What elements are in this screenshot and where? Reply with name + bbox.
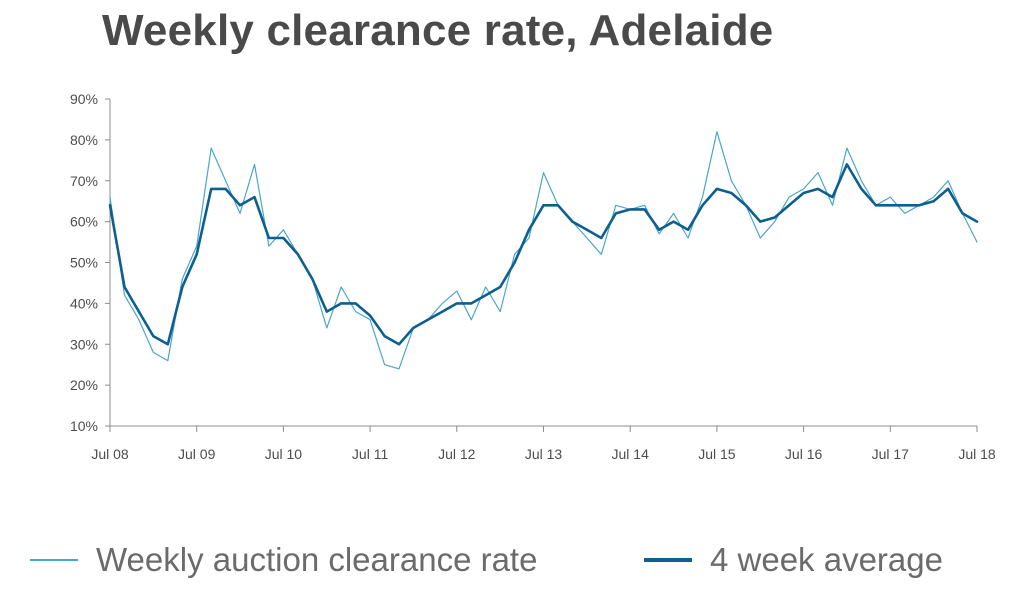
series-line-weekly <box>109 131 978 370</box>
y-tick-label: 10% <box>70 418 98 434</box>
y-tick-label: 30% <box>70 336 98 352</box>
x-tick-label: Jul 16 <box>785 446 823 462</box>
x-tick-label: Jul 13 <box>525 446 563 462</box>
legend-item-weekly: Weekly auction clearance rate <box>30 536 537 584</box>
y-tick-label: 40% <box>70 295 98 311</box>
x-tick-label: Jul 18 <box>958 446 996 462</box>
y-tick-label: 50% <box>70 255 98 271</box>
y-tick-label: 60% <box>70 214 98 230</box>
x-tick-label: Jul 14 <box>612 446 650 462</box>
x-tick-label: Jul 09 <box>178 446 216 462</box>
legend-swatch-average <box>644 558 692 562</box>
y-tick-label: 90% <box>70 91 98 107</box>
y-tick-label: 80% <box>70 132 98 148</box>
x-tick-label: Jul 15 <box>698 446 736 462</box>
x-tick-label: Jul 08 <box>91 446 129 462</box>
y-tick-label: 20% <box>70 377 98 393</box>
legend-label-weekly: Weekly auction clearance rate <box>96 541 538 578</box>
legend-label-average: 4 week average <box>710 541 943 578</box>
series-layer <box>108 131 979 370</box>
series-line-average <box>108 163 979 346</box>
legend-item-average: 4 week average <box>644 536 943 584</box>
y-tick-label: 70% <box>70 173 98 189</box>
x-tick-label: Jul 17 <box>872 446 910 462</box>
legend: Weekly auction clearance rate 4 week ave… <box>30 536 1020 584</box>
legend-swatch-weekly <box>30 559 78 561</box>
axes: 10% 20% 30% 40% 50% 60% 70% 80% 90% Jul 08 Jul 09 J… <box>70 91 996 462</box>
chart-title: Weekly clearance rate, Adelaide <box>102 6 774 55</box>
x-tick-label: Jul 11 <box>352 446 389 462</box>
x-tick-label: Jul 10 <box>265 446 303 462</box>
x-tick-label: Jul 12 <box>438 446 476 462</box>
